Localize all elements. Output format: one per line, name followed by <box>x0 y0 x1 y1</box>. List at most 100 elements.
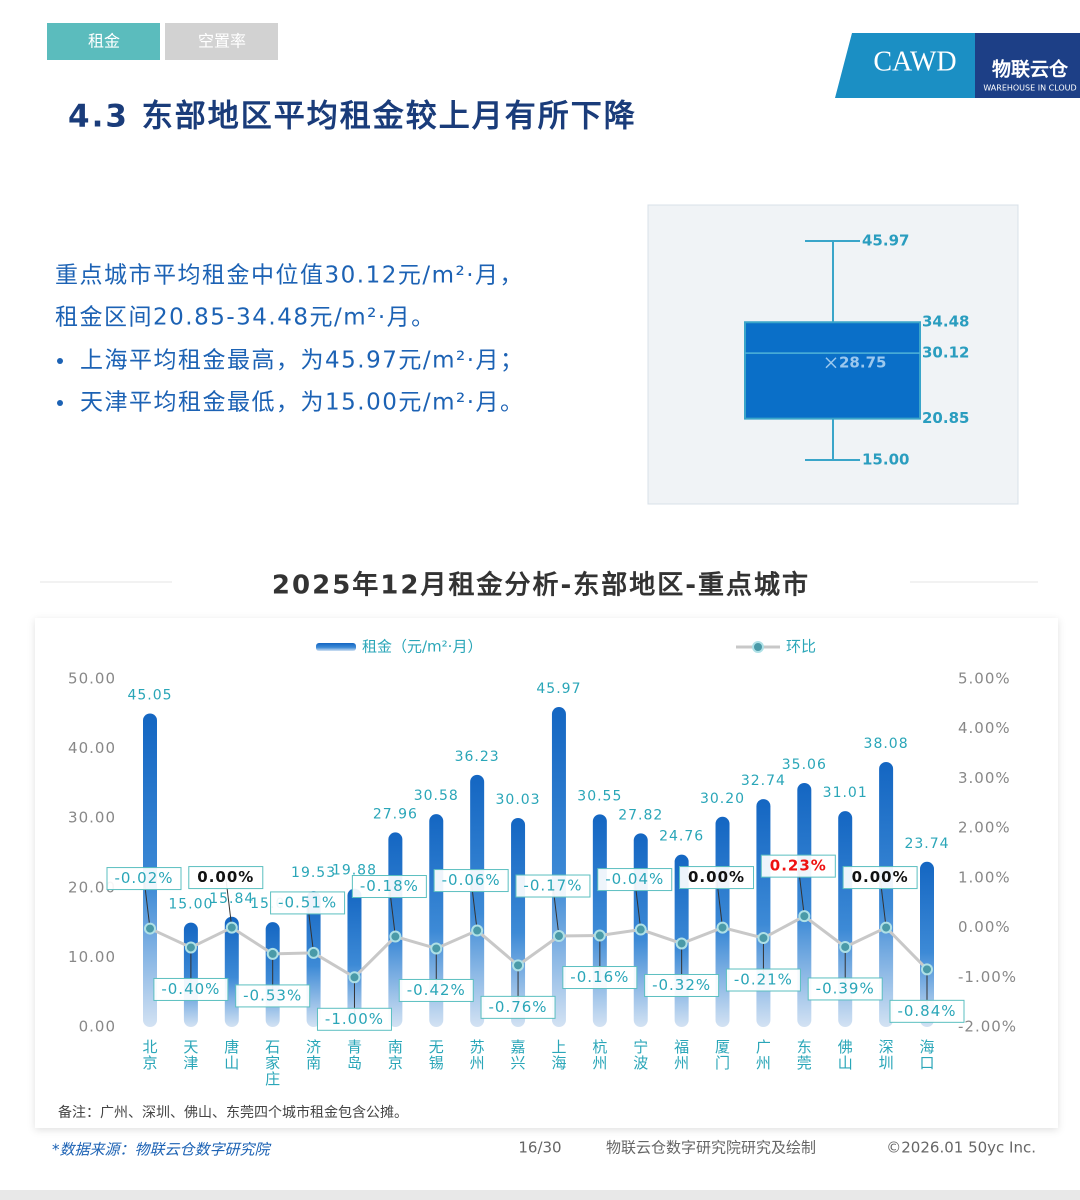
x-tick-label: 宁波 <box>633 1038 648 1072</box>
x-tick-label: 海口 <box>919 1038 934 1072</box>
line-label-box <box>760 854 836 878</box>
x-tick-label: 广州 <box>756 1038 771 1072</box>
bar <box>347 888 362 1027</box>
bar-value-label: 38.08 <box>864 736 909 752</box>
y2-tick-label: 1.00% <box>958 868 1011 886</box>
y-tick-label: 20.00 <box>68 878 116 896</box>
bar-value-label: 36.23 <box>455 749 500 765</box>
bar <box>879 761 894 1027</box>
bar-value-label: 30.20 <box>700 791 745 807</box>
line-marker <box>348 971 361 984</box>
line-value-label: -0.02% <box>114 869 173 887</box>
x-tick-label: 天津 <box>183 1038 198 1072</box>
line-marker <box>716 921 729 934</box>
line-value-label: -1.00% <box>325 1010 384 1028</box>
line-value-label: 0.00% <box>197 868 254 886</box>
chart-title: 2025年12月租金分析-东部地区-重点城市 <box>272 570 810 601</box>
box-label: 30.12 <box>922 344 969 362</box>
line-marker <box>593 929 606 942</box>
x-tick-label: 佛山 <box>838 1038 853 1072</box>
line-value-label: -0.40% <box>161 980 220 998</box>
summary-bullet: 天津平均租金最低，为15.00元/m²·月。 <box>80 390 525 416</box>
y2-tick-label: 4.00% <box>958 719 1011 737</box>
line-marker <box>225 921 238 934</box>
line-label-box <box>889 999 965 1023</box>
line-value-label: 0.23% <box>770 857 827 875</box>
x-tick-label: 北京 <box>142 1038 157 1072</box>
line-value-label: -0.39% <box>816 979 875 997</box>
line-value-label: -0.04% <box>605 870 664 888</box>
bar <box>797 782 812 1027</box>
x-tick-label: 无锡 <box>429 1038 444 1072</box>
line-value-label: -0.16% <box>570 968 629 986</box>
logo-text: 物联云仓 <box>992 58 1069 81</box>
tab[interactable] <box>165 23 278 60</box>
tab-active[interactable] <box>47 23 160 60</box>
summary-line: 重点城市平均租金中位值30.12元/m²·月， <box>55 263 524 289</box>
summary-line: 租金区间20.85-34.48元/m²·月。 <box>55 305 436 331</box>
footer-source: *数据来源：物联云仓数字研究院 <box>52 1141 272 1159</box>
line-label-box <box>597 868 673 892</box>
bar-value-label: 31.01 <box>823 785 868 801</box>
bar-value-label: 35.06 <box>782 757 827 773</box>
title-bar <box>172 562 910 610</box>
line-label-box <box>480 995 556 1019</box>
line-label-box <box>562 966 638 990</box>
line-marker <box>471 924 484 937</box>
x-tick-label: 青岛 <box>347 1038 362 1072</box>
bullet <box>57 400 63 406</box>
bar-value-label: 23.74 <box>904 836 949 852</box>
line-label-box <box>106 867 182 891</box>
line-value-label: -0.18% <box>360 877 419 895</box>
bar-value-label: 19.88 <box>332 863 377 879</box>
y2-tick-label: -2.00% <box>958 1018 1017 1036</box>
line-value-label: -0.53% <box>243 986 302 1004</box>
legend-swatch <box>752 641 764 653</box>
line-marker <box>921 963 933 976</box>
bar-value-label: 45.97 <box>536 681 581 697</box>
bar-value-label: 15.00 <box>168 897 213 913</box>
line-value-label: -0.21% <box>734 971 793 989</box>
bar <box>756 799 771 1027</box>
y2-tick-label: 2.00% <box>958 819 1011 837</box>
line-value-label: -0.51% <box>278 893 337 911</box>
bar <box>920 861 934 1027</box>
tab-label[interactable]: 空置率 <box>198 32 246 51</box>
y-tick-label: 30.00 <box>68 809 116 827</box>
x-tick-label: 苏州 <box>470 1038 485 1072</box>
logo-text: WAREHOUSE IN CLOUD <box>983 84 1076 93</box>
line <box>149 914 929 980</box>
footer-strip <box>0 1190 1080 1200</box>
y-tick-label: 0.00 <box>79 1018 116 1036</box>
footer-credit: 物联云仓数字研究院研究及绘制 <box>606 1139 816 1157</box>
bar <box>592 814 607 1027</box>
box <box>744 321 921 420</box>
line-value-label: 0.00% <box>852 868 909 886</box>
bar-value-label: 24.76 <box>659 829 704 845</box>
line-label-box <box>153 977 229 1001</box>
line-marker <box>307 946 320 959</box>
line-marker <box>144 922 156 935</box>
x-tick-label: 杭州 <box>592 1038 607 1072</box>
logo-bg <box>835 33 975 98</box>
mean-marker <box>825 357 837 369</box>
bar <box>551 707 566 1027</box>
line-label-box <box>188 866 264 890</box>
line-value-label: -0.32% <box>652 976 711 994</box>
legend-swatch <box>316 643 356 651</box>
line-marker <box>634 923 647 936</box>
footer-copyright: ©2026.01 50yc Inc. <box>886 1139 1036 1157</box>
line-label-box <box>842 866 918 890</box>
line-marker <box>757 932 770 945</box>
bar-value-label: 27.82 <box>618 807 663 823</box>
x-tick-label: 石家庄 <box>265 1038 280 1088</box>
y2-tick-label: 3.00% <box>958 769 1011 787</box>
y2-tick-label: -1.00% <box>958 968 1017 986</box>
line-value-label: 0.00% <box>688 868 745 886</box>
tab-label[interactable]: 租金 <box>88 32 120 51</box>
footer-page: 16/30 <box>518 1139 561 1157</box>
y-tick-label: 50.00 <box>68 670 116 688</box>
x-tick-label: 上海 <box>551 1038 566 1072</box>
line-marker <box>675 937 688 950</box>
x-tick-label: 嘉兴 <box>511 1038 526 1072</box>
